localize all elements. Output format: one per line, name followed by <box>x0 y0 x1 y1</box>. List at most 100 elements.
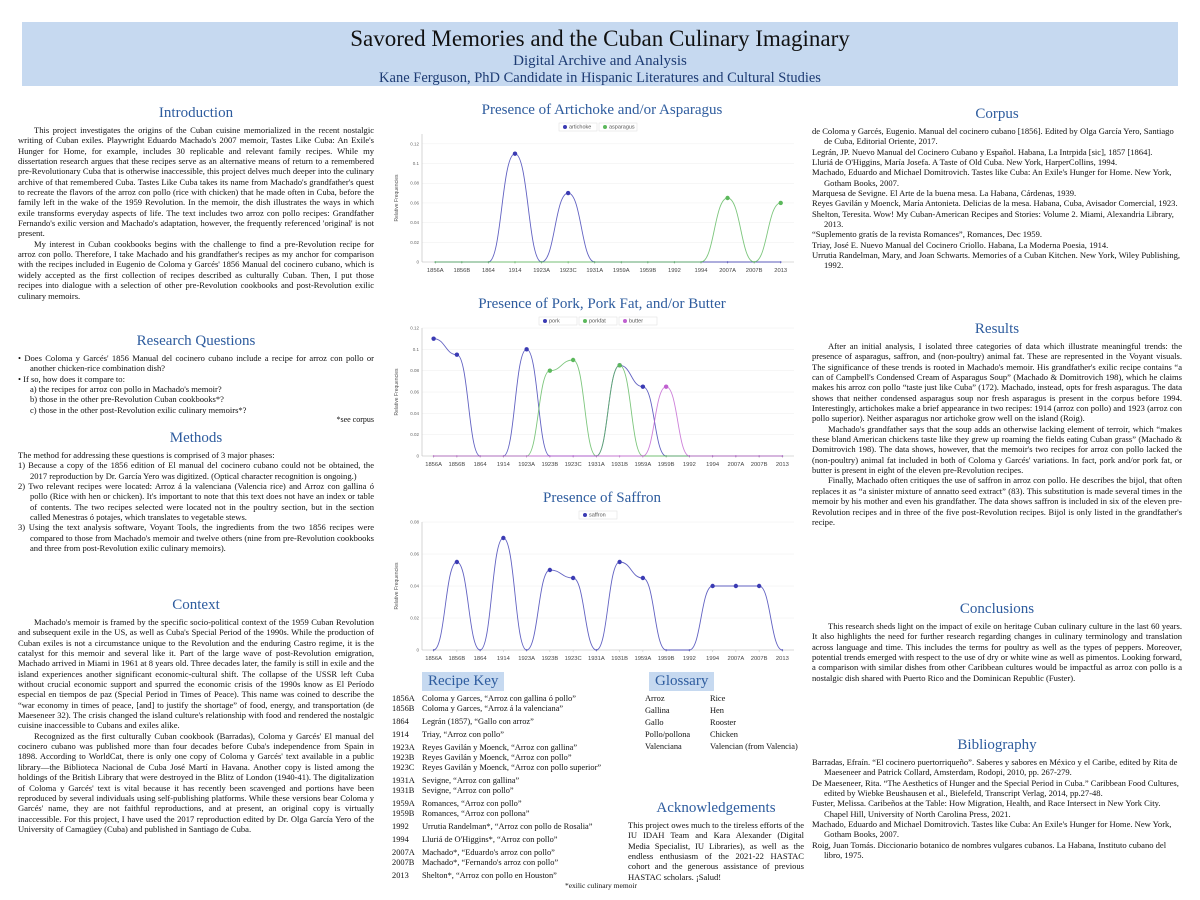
y-tick-label: 0.04 <box>410 411 419 416</box>
note: *exilic culinary memoir <box>564 881 637 890</box>
data-point <box>640 384 646 389</box>
recipe-row: 2007B Machado*, “Fernando's arroz con pol… <box>392 858 637 868</box>
bibliography-entry: Fuster, Melissa. Caribeños at the Table:… <box>812 798 1161 819</box>
glossary-table: Arroz Rice Gallina Hen Gallo Rooster Pollo/pol… <box>645 694 805 752</box>
x-tick-label: 1923A <box>518 656 535 662</box>
legend-box <box>578 510 618 520</box>
legend-marker <box>603 125 607 129</box>
recipe-id: 1994 <box>392 835 409 844</box>
section-heading: Acknowledgements <box>656 800 776 816</box>
corpus-entry: Legrán, JP. Nuevo Manual del Cocinero Cu… <box>812 146 1153 157</box>
question: b) those in the other pre-Revolution Cub… <box>30 394 224 405</box>
corpus-entry: Urrutia Randelman, Mary, and Joan Schwar… <box>812 250 1181 271</box>
x-tick-label: 1959B <box>658 656 675 662</box>
corpus: Corpus de Coloma y Garcés, Eugenio. Manu… <box>812 106 1182 271</box>
header: Savored Memories and the Cuban Culinary … <box>22 22 1178 86</box>
y-tick-label: 0.08 <box>410 520 419 525</box>
glossary-row: Gallina Hen <box>645 706 805 716</box>
glossary-row: Arroz Rice <box>645 694 805 704</box>
data-point <box>432 649 435 651</box>
y-axis-label: Relative Frequencies <box>394 368 400 415</box>
chart-title: Presence of Pork, Pork Fat, and/or Butte… <box>478 296 725 312</box>
x-tick-label: 1959B <box>639 268 656 274</box>
data-point <box>688 455 691 457</box>
series-line <box>435 197 781 263</box>
y-tick-label: 0 <box>416 454 419 459</box>
recipe-name: Coloma y Garces, “Arroz con gallina ó po… <box>422 694 576 703</box>
data-point <box>514 261 516 263</box>
glossary-meaning: Chicken <box>710 730 738 739</box>
glossary-meaning: Hen <box>710 706 724 715</box>
series-line <box>433 537 783 651</box>
section-heading: Corpus <box>975 106 1019 122</box>
y-tick-label: 0.02 <box>410 616 419 621</box>
legend-marker <box>543 319 547 323</box>
glossary-term: Arroz <box>645 694 665 703</box>
legend-marker <box>563 125 567 129</box>
data-point <box>549 455 551 457</box>
x-tick-label: 1914 <box>497 656 511 662</box>
glossary-row: Gallo Rooster <box>645 718 805 728</box>
method-step: 3) Using the text analysis software, Voy… <box>18 522 374 554</box>
x-tick-label: 1856B <box>453 268 470 274</box>
data-point <box>735 455 737 457</box>
x-tick-label: 1931B <box>611 462 628 468</box>
x-tick-label: 1856A <box>425 656 442 662</box>
x-tick-label: 2013 <box>776 462 789 468</box>
x-tick-label: 1931B <box>611 656 628 662</box>
recipe-name: Sevigne, “Arroz con pollo” <box>422 786 514 795</box>
data-point <box>781 649 784 651</box>
data-point <box>710 583 715 589</box>
data-point <box>663 384 669 389</box>
recipe-id: 1923A <box>392 743 415 752</box>
recipe-name: Lluriá de O'Higgins*, “Arroz con pollo” <box>422 835 558 844</box>
x-tick-label: 1923C <box>565 462 582 468</box>
y-tick-label: 0.1 <box>413 347 420 352</box>
x-tick-label: 1931A <box>586 268 603 274</box>
data-point <box>572 455 574 457</box>
bibliography-entry: Roig, Juan Tomás. Diccionario botanico d… <box>812 839 1167 861</box>
data-point <box>547 567 553 573</box>
corpus-entry: Lluriá de O'Higgins, María Josefa. A Tas… <box>812 157 1118 168</box>
recipe-row: 2013 Shelton*, “Arroz con pollo en Housto… <box>392 871 637 881</box>
recipe-row: 1992 Urrutia Randelman*, “Arroz con pollo… <box>392 822 637 832</box>
acknowledgements: Acknowledgements This project owes much … <box>628 800 804 882</box>
x-tick-label: 1994 <box>706 462 720 468</box>
recipe-list: 1856A Coloma y Garces, “Arroz con gallina… <box>392 694 637 881</box>
legend-box <box>578 316 618 326</box>
x-tick-label: 2013 <box>774 268 787 274</box>
y-tick-label: 0.12 <box>410 326 419 331</box>
question: a) the recipes for arroz con pollo in Ma… <box>30 384 222 395</box>
recipe-name: Reyes Gavilán y Moenck, “Arroz con galli… <box>422 743 578 752</box>
recipe-row: 1856A Coloma y Garces, “Arroz con gallina… <box>392 694 637 704</box>
x-tick-label: 2007B <box>751 462 768 468</box>
x-tick-label: 1914 <box>497 462 511 468</box>
legend-label: butter <box>629 319 643 325</box>
paragraph: Machado's grandfather says that the soup… <box>812 423 1182 476</box>
legend-label: asparagus <box>609 125 635 131</box>
bibliography-entry: Barradas, Efraín. “El cocinero puertorri… <box>812 757 1178 778</box>
data-point <box>642 455 644 457</box>
data-point <box>454 352 460 357</box>
recipe-name: Coloma y Garces, “Arroz á la valenciana” <box>422 704 564 713</box>
y-axis-label: Relative Frequencies <box>394 174 400 221</box>
x-tick-label: 2007A <box>719 268 736 274</box>
legend-box <box>598 122 638 132</box>
data-point <box>461 261 463 263</box>
data-point <box>567 261 569 263</box>
data-point <box>524 347 529 352</box>
data-point <box>487 261 490 263</box>
recipe-id: 1923B <box>392 753 415 762</box>
recipe-id: 1914 <box>392 730 409 739</box>
data-point <box>479 649 481 651</box>
data-point <box>525 455 528 457</box>
section-body: This project owes much to the tireless e… <box>628 820 804 882</box>
x-tick-label: 1856B <box>448 462 465 468</box>
data-point <box>781 455 784 457</box>
data-point <box>540 261 543 263</box>
section-body: After an initial analysis, I isolated th… <box>812 341 1182 527</box>
recipe-row: 1931B Sevigne, “Arroz con pollo” <box>392 786 637 796</box>
recipe-row: 1959A Romances, “Arroz con pollo” <box>392 799 637 809</box>
paragraph: Recognized as the first culturally Cuban… <box>18 730 374 834</box>
